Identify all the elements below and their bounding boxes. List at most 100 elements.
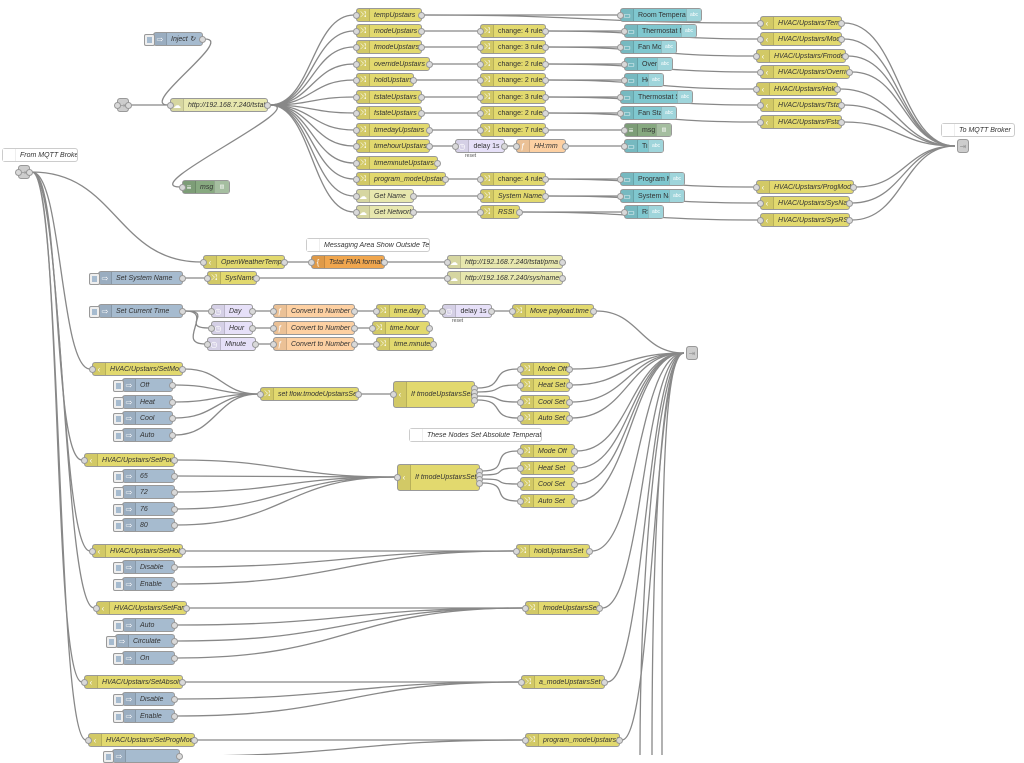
input-port[interactable] xyxy=(477,76,484,84)
input-port[interactable] xyxy=(114,101,121,109)
wire[interactable] xyxy=(839,88,956,147)
input-port[interactable] xyxy=(204,274,211,282)
change-node[interactable]: ⤨ Auto Set xyxy=(517,494,578,508)
output-port[interactable] xyxy=(264,101,271,109)
wire[interactable] xyxy=(172,104,278,188)
output-port[interactable] xyxy=(559,258,566,266)
input-port[interactable] xyxy=(373,340,380,348)
input-port[interactable] xyxy=(517,365,524,373)
output-port[interactable] xyxy=(838,118,845,126)
input-port[interactable] xyxy=(353,43,360,51)
mqtt-node[interactable]: ‹ HVAC/Upstairs/Fmode xyxy=(753,49,849,63)
input-port[interactable] xyxy=(270,340,277,348)
output-port[interactable] xyxy=(566,365,573,373)
input-port[interactable] xyxy=(621,208,628,216)
inject-trigger-button[interactable] xyxy=(89,306,100,318)
function-node[interactable]: ƒ Convert to Number xyxy=(270,321,358,335)
wire[interactable] xyxy=(269,46,355,106)
wire[interactable] xyxy=(476,399,519,419)
wire[interactable] xyxy=(843,104,956,147)
wire[interactable] xyxy=(606,352,685,683)
output-port[interactable] xyxy=(566,398,573,406)
input-port[interactable] xyxy=(167,101,174,109)
input-port[interactable] xyxy=(200,258,207,266)
inject-node[interactable]: ⇨ Set System Name xyxy=(89,271,186,285)
link-node[interactable]: ⇥ xyxy=(957,139,969,153)
change-node[interactable]: ⤨ time.hour xyxy=(369,321,433,335)
output-port[interactable] xyxy=(838,19,845,27)
wire[interactable] xyxy=(651,352,685,755)
ui-node[interactable]: ▭ Thermostat Modeabc xyxy=(621,24,697,38)
inject-trigger-button[interactable] xyxy=(89,273,100,285)
delay-node[interactable]: ◷ delay 1s xyxy=(452,139,508,153)
output-port[interactable] xyxy=(559,274,566,282)
input-port[interactable] xyxy=(617,109,624,117)
mqtt-node[interactable]: ‹ HVAC/Upstairs/Hold xyxy=(753,82,841,96)
output-port[interactable] xyxy=(516,208,523,216)
output-port[interactable] xyxy=(249,307,256,315)
wire[interactable] xyxy=(182,739,524,755)
ui-node[interactable]: ▭ Overrideabc xyxy=(621,57,673,71)
inject-node[interactable]: ⇨ Enable xyxy=(113,577,178,591)
inject-trigger-button[interactable] xyxy=(113,562,124,574)
input-port[interactable] xyxy=(753,85,760,93)
change-node[interactable]: ⤨ change: 2 rules xyxy=(477,106,549,120)
output-port[interactable] xyxy=(542,27,549,35)
input-port[interactable] xyxy=(477,126,484,134)
input-port[interactable] xyxy=(444,258,451,266)
output-port[interactable] xyxy=(179,547,186,555)
input-port[interactable] xyxy=(308,258,315,266)
output-port[interactable] xyxy=(418,109,425,117)
wire[interactable] xyxy=(601,352,685,609)
output-port[interactable] xyxy=(434,159,441,167)
mqtt-node[interactable]: ‹ HVAC/Upstairs/SetFan xyxy=(93,601,190,615)
mqtt-node[interactable]: ‹ HVAC/Upstairs/SysRSSI xyxy=(757,213,853,227)
input-port[interactable] xyxy=(452,142,459,150)
output-port[interactable] xyxy=(418,93,425,101)
change-node[interactable]: ⤨ holdUpstairs xyxy=(353,73,417,87)
input-port[interactable] xyxy=(522,736,529,744)
inject-trigger-button[interactable] xyxy=(113,471,124,483)
switch-node[interactable]: ‹ If tmodeUpstairsSet xyxy=(390,380,478,408)
input-port[interactable] xyxy=(757,68,764,76)
change-node[interactable]: ⤨ time.minute xyxy=(373,337,437,351)
link-node[interactable]: ⇥ xyxy=(114,98,132,112)
ui-node[interactable]: ▭ Timeabc xyxy=(621,139,664,153)
http-node[interactable]: ☁ Get Name xyxy=(353,189,417,203)
change-node[interactable]: ⤨ Move payload.time xyxy=(509,304,597,318)
output-port[interactable] xyxy=(171,695,178,703)
input-port[interactable] xyxy=(757,101,764,109)
input-port[interactable] xyxy=(353,126,360,134)
output-port[interactable] xyxy=(566,414,573,422)
output-port[interactable] xyxy=(171,654,178,662)
ui-node[interactable]: ▭ Fan Modeabc xyxy=(617,40,677,54)
output-port[interactable] xyxy=(171,712,178,720)
output-port[interactable] xyxy=(430,340,437,348)
inject-node[interactable]: ⇨ On xyxy=(113,651,178,665)
output-port[interactable] xyxy=(601,678,608,686)
wire[interactable] xyxy=(481,467,519,476)
debug-node[interactable]: ≡ msg ▥ xyxy=(179,180,230,194)
wire[interactable] xyxy=(174,393,259,436)
output-port[interactable] xyxy=(834,85,841,93)
output-port[interactable] xyxy=(850,183,857,191)
output-port[interactable] xyxy=(566,381,573,389)
wire[interactable] xyxy=(176,607,524,659)
input-port[interactable] xyxy=(621,126,628,134)
mqtt-node[interactable]: ‹ HVAC/Upstairs/SetMode xyxy=(89,362,186,376)
output-port[interactable] xyxy=(571,480,578,488)
inject-trigger-button[interactable] xyxy=(113,380,124,392)
wire[interactable] xyxy=(571,352,685,419)
input-port[interactable] xyxy=(757,199,764,207)
wire[interactable] xyxy=(269,104,355,147)
output-port[interactable] xyxy=(616,736,623,744)
change-node[interactable]: ⤨ fstateUpstairs xyxy=(353,106,425,120)
output-port[interactable] xyxy=(542,60,549,68)
change-node[interactable]: ⤨ change: 2 rules xyxy=(477,73,549,87)
wire[interactable] xyxy=(176,476,396,510)
input-port[interactable] xyxy=(621,142,628,150)
output-port[interactable] xyxy=(418,27,425,35)
mqtt-node[interactable]: ‹ HVAC/Upstairs/Override xyxy=(757,65,853,79)
output-port[interactable] xyxy=(471,396,478,404)
inject-node[interactable]: ⇨ Heat xyxy=(113,395,176,409)
